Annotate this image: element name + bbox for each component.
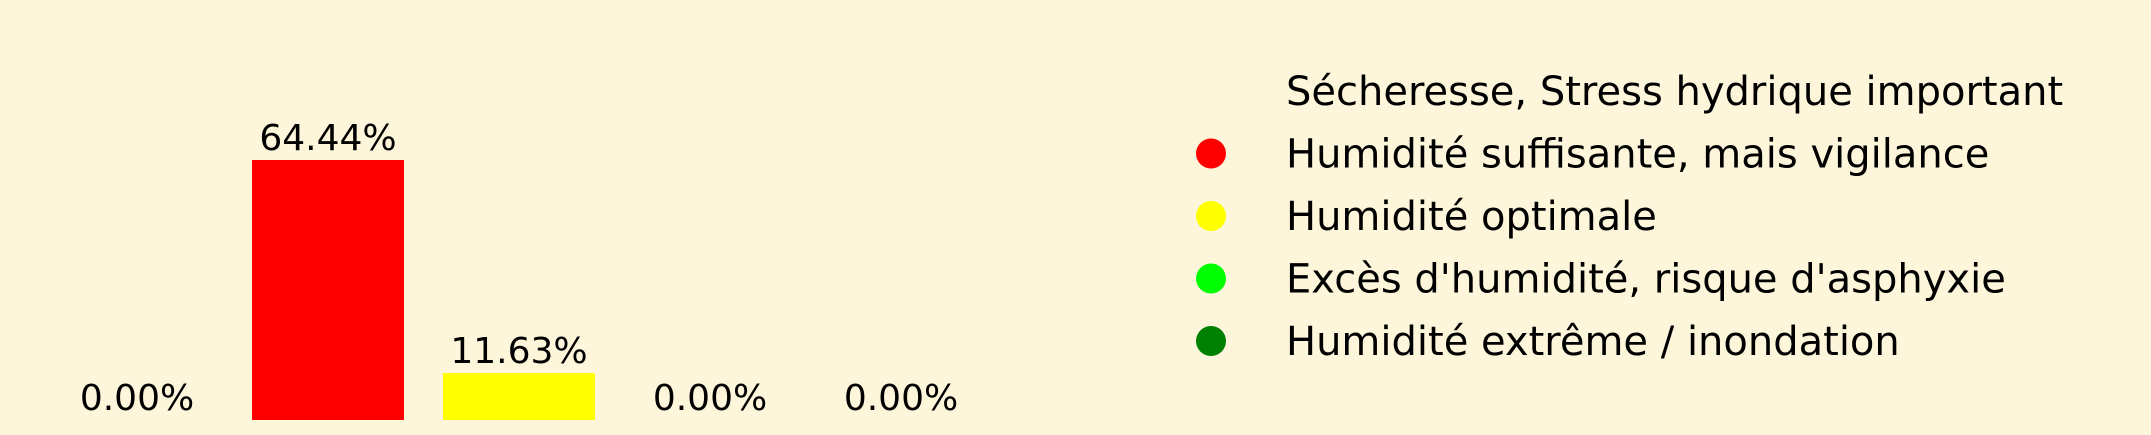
legend-label-2: Humidité optimale [1286,194,1657,240]
bar-value-label-2: 11.63% [450,331,587,372]
legend-label-0: Sécheresse, Stress hydrique important [1286,69,2063,115]
bar-labels-group: 0.00% 64.44% 11.63% 0.00% 0.00% [80,118,958,419]
legend: Sécheresse, Stress hydrique important Hum… [1196,69,2063,365]
bar-value-label-3: 0.00% [653,378,767,419]
legend-marker-4 [1196,326,1226,356]
legend-label-4: Humidité extrême / inondation [1286,319,1900,365]
bar-1 [252,160,404,420]
legend-label-1: Humidité suffisante, mais vigilance [1286,132,1989,178]
bars-group [252,160,595,420]
legend-marker-0 [1196,76,1226,106]
bar-value-label-0: 0.00% [80,378,194,419]
legend-label-3: Excès d'humidité, risque d'asphyxie [1286,257,2006,303]
bar-2 [443,373,595,420]
legend-marker-1 [1196,138,1226,169]
bar-value-label-4: 0.00% [844,378,958,419]
legend-marker-3 [1196,263,1226,294]
bar-value-label-1: 64.44% [259,118,396,159]
legend-marker-2 [1196,201,1226,231]
